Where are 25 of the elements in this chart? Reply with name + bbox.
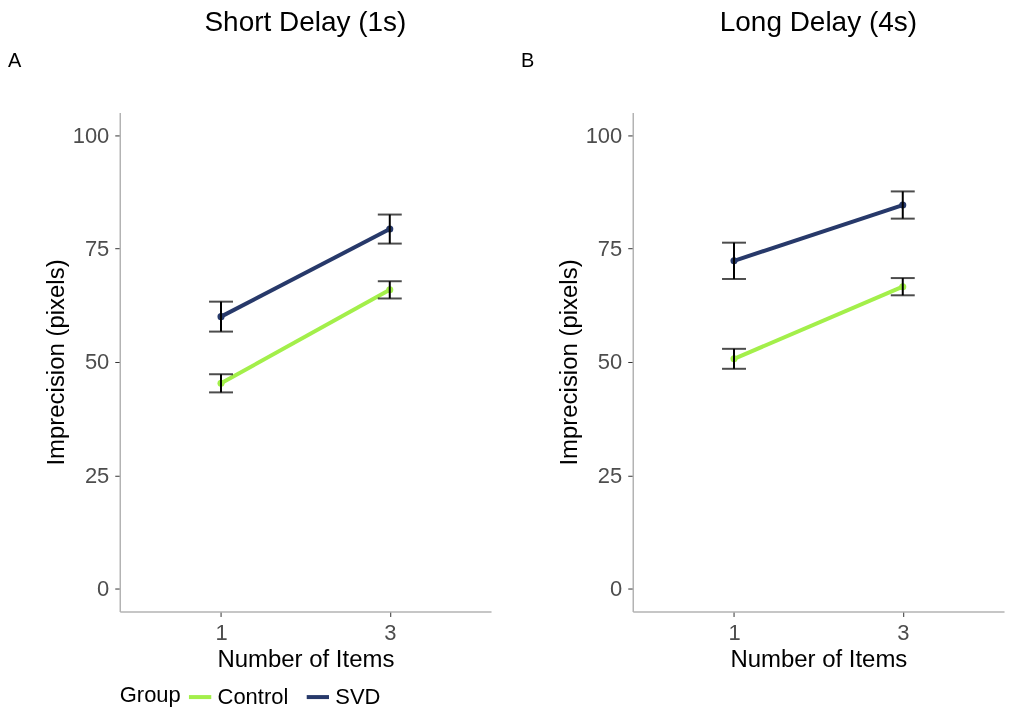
y-tick-label: 25 [597, 462, 623, 488]
chart-title: Short Delay (1s) [204, 5, 407, 37]
text: A [7, 48, 22, 71]
y-axis-title: Imprecision (pixels) [41, 259, 69, 466]
x-axis-title: Number of Items [730, 644, 908, 672]
legend-label: SVD [335, 684, 381, 710]
x-tick-label: 1 [215, 619, 228, 645]
y-axis-title: Imprecision (pixels) [554, 259, 582, 466]
legend-title: Group [119, 682, 181, 708]
legend-label: Control [217, 684, 289, 710]
x-tick-label: 3 [897, 619, 910, 645]
x-axis-title: Number of Items [217, 644, 395, 672]
y-tick-label: 50 [597, 349, 623, 375]
text: B [520, 48, 535, 71]
x-tick-label: 1 [728, 619, 741, 645]
y-tick-label: 100 [72, 122, 110, 148]
y-tick-label: 100 [585, 122, 623, 148]
y-tick-label: 75 [597, 236, 623, 262]
x-tick-label: 3 [384, 619, 397, 645]
y-tick-label: 25 [84, 462, 110, 488]
y-tick-label: 50 [84, 349, 110, 375]
y-tick-label: 0 [610, 576, 623, 602]
y-tick-label: 75 [84, 236, 110, 262]
chart-title: Long Delay (4s) [719, 5, 917, 37]
y-tick-label: 0 [97, 576, 110, 602]
